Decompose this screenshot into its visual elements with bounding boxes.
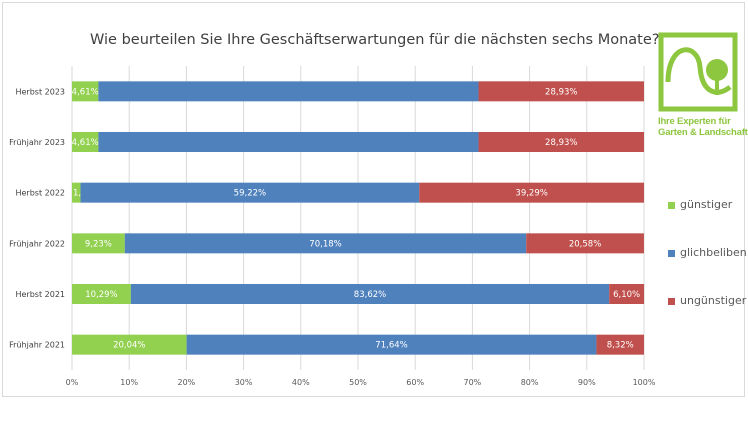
logo: Ihre Experten für Garten & Landschaft <box>658 32 748 138</box>
data-label: 6,10% <box>613 290 640 300</box>
data-label: 39,29% <box>515 189 547 199</box>
logo-text: Ihre Experten für <box>658 116 731 127</box>
x-tick-label: 60% <box>406 378 424 387</box>
bar-segment <box>72 334 187 355</box>
x-tick-label: 20% <box>178 378 196 387</box>
legend-swatch <box>668 202 675 209</box>
legend-item: glichbeliben <box>668 246 747 294</box>
bar-segment <box>596 334 644 355</box>
data-label: 9,23% <box>85 239 112 249</box>
bar-segment <box>186 334 597 355</box>
legend-item: günstiger <box>668 198 747 246</box>
x-tick-label: 30% <box>235 378 253 387</box>
legend-label: glichbeliben <box>680 246 747 259</box>
x-tick-label: 90% <box>578 378 596 387</box>
logo-icon <box>658 32 738 112</box>
x-tick-label: 10% <box>120 378 138 387</box>
bar-segment <box>72 284 131 304</box>
y-tick-label: Frühjahr 2021 <box>9 341 65 350</box>
bar-segment <box>526 233 644 254</box>
bar-segment <box>98 81 479 102</box>
data-label: 10,29% <box>85 290 117 300</box>
bar-segment <box>124 233 527 254</box>
data-label: 4,61% <box>72 138 99 148</box>
x-tick-label: 0% <box>66 378 79 387</box>
data-label: 8,32% <box>607 341 634 351</box>
bar-segment <box>80 182 420 203</box>
data-label: 71,64% <box>375 341 407 351</box>
legend: günstiger glichbeliben ungünstiger <box>668 198 747 342</box>
bar-segment <box>609 284 645 304</box>
x-tick-label: 100% <box>633 378 656 387</box>
bar-segment <box>478 132 644 152</box>
bar-segment <box>72 81 99 102</box>
chart-title: Wie beurteilen Sie Ihre Geschäftserwartu… <box>90 32 660 48</box>
legend-swatch <box>668 298 675 305</box>
logo-text: Garten & Landschaft <box>658 127 748 138</box>
bar-segment <box>72 132 99 152</box>
legend-swatch <box>668 250 675 257</box>
y-tick-label: Frühjahr 2022 <box>9 239 65 248</box>
legend-label: ungünstiger <box>680 294 747 307</box>
bar-segment <box>478 81 644 102</box>
data-label: 83,62% <box>354 290 386 300</box>
legend-item: ungünstiger <box>668 294 747 342</box>
bar-segment <box>72 233 125 254</box>
y-tick-label: Frühjahr 2023 <box>9 138 65 147</box>
data-label: 20,04% <box>113 341 145 351</box>
legend-label: günstiger <box>680 198 733 211</box>
x-tick-label: 50% <box>349 378 367 387</box>
y-tick-label: Herbst 2021 <box>15 290 65 299</box>
bar-segment <box>72 182 81 203</box>
x-tick-label: 70% <box>464 378 482 387</box>
bar-segment <box>419 182 644 203</box>
data-label: 20,58% <box>569 239 601 249</box>
data-label: 59,22% <box>234 189 266 199</box>
data-label: 4,61% <box>72 87 99 97</box>
y-tick-label: Herbst 2023 <box>15 87 65 96</box>
bar-segment <box>98 132 479 152</box>
data-label: 70,18% <box>309 239 341 249</box>
bar-segment <box>130 284 610 304</box>
y-tick-label: Herbst 2022 <box>15 189 65 198</box>
data-label: 28,93% <box>545 138 577 148</box>
data-label: 28,93% <box>545 87 577 97</box>
x-tick-label: 80% <box>521 378 539 387</box>
x-tick-label: 40% <box>292 378 310 387</box>
